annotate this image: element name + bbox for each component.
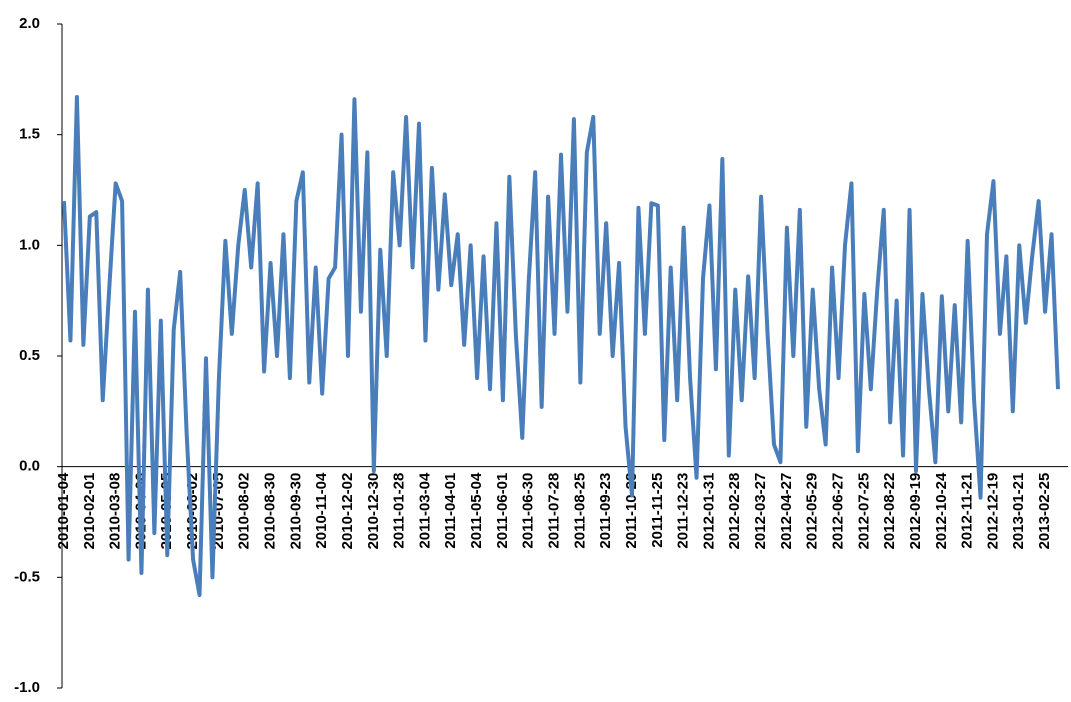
x-tick-label: 2011-06-30 (520, 473, 537, 549)
x-tick-label: 2011-10-28 (623, 473, 640, 549)
y-tick-label: 0.5 (19, 347, 40, 364)
x-tick-label: 2010-12-02 (339, 473, 356, 550)
y-tick-label: -1.0 (14, 679, 40, 696)
x-tick-label: 2013-02-25 (1036, 473, 1053, 550)
x-tick-label: 2012-03-27 (752, 473, 769, 550)
x-tick-label: 2010-01-04 (55, 472, 72, 549)
y-tick-label: 1.5 (19, 126, 40, 143)
x-tick-label: 2012-04-27 (778, 473, 795, 550)
x-tick-label: 2010-11-04 (313, 472, 330, 549)
x-tick-label: 2011-04-01 (442, 473, 459, 549)
x-tick-label: 2011-07-28 (546, 473, 563, 549)
x-tick-label: 2010-09-30 (287, 473, 304, 550)
x-tick-label: 2012-01-31 (700, 473, 717, 550)
x-tick-label: 2012-12-19 (984, 473, 1001, 550)
x-tick-label: 2012-09-19 (907, 473, 924, 550)
x-tick-label: 2012-10-24 (933, 472, 950, 549)
x-tick-label: 2011-11-25 (649, 473, 666, 548)
x-tick-label: 2011-03-04 (416, 472, 433, 549)
x-tick-label: 2010-08-30 (262, 473, 279, 550)
y-tick-label: 1.0 (19, 236, 40, 253)
x-tick-label: 2011-09-23 (597, 473, 614, 549)
x-tick-label: 2011-05-04 (468, 472, 485, 549)
y-tick-label: 0.0 (19, 458, 40, 475)
x-tick-label: 2010-12-30 (365, 473, 382, 550)
y-tick-label: 2.0 (19, 15, 40, 32)
x-tick-label: 2010-03-08 (107, 473, 124, 550)
x-tick-label: 2012-05-29 (804, 473, 821, 550)
x-tick-label: 2011-01-28 (391, 473, 408, 549)
x-tick-label: 2012-11-21 (959, 473, 976, 549)
x-tick-label: 2011-08-25 (571, 473, 588, 549)
x-tick-label: 2010-02-01 (81, 473, 98, 550)
x-tick-label: 2011-12-23 (675, 473, 692, 549)
x-tick-label: 2010-08-02 (236, 473, 253, 550)
x-tick-label: 2012-07-25 (855, 473, 872, 550)
data-line (62, 95, 1060, 598)
x-tick-label: 2011-06-01 (494, 473, 511, 549)
x-tick-label: 2013-01-21 (1010, 473, 1027, 550)
x-tick-label: 2012-08-22 (881, 473, 898, 550)
x-tick-label: 2012-02-28 (726, 473, 743, 550)
y-tick-label: -0.5 (14, 568, 40, 585)
x-tick-label: 2012-06-27 (830, 473, 847, 550)
